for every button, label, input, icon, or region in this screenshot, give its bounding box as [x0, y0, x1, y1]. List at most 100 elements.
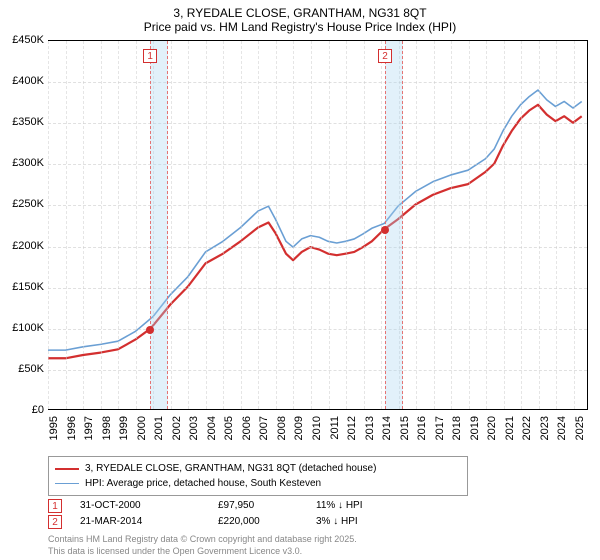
x-gridline	[556, 41, 557, 409]
y-tick-label: £400K	[12, 75, 44, 87]
sale-diff: 3% ↓ HPI	[316, 514, 436, 530]
legend-swatch	[55, 483, 79, 484]
footer-attribution: Contains HM Land Registry data © Crown c…	[48, 534, 357, 557]
x-tick-label: 2019	[469, 416, 481, 440]
sale-price: £97,950	[218, 498, 298, 514]
x-gridline	[346, 41, 347, 409]
y-gridline	[48, 82, 587, 83]
footer-line2: This data is licensed under the Open Gov…	[48, 546, 357, 558]
x-tick-label: 2007	[258, 416, 270, 440]
x-gridline	[48, 41, 49, 409]
y-tick-label: £0	[32, 404, 44, 416]
x-gridline	[118, 41, 119, 409]
sale-row-marker: 2	[48, 515, 62, 529]
y-tick-label: £250K	[12, 198, 44, 210]
sale-band	[150, 41, 168, 409]
y-gridline	[48, 123, 587, 124]
x-gridline	[364, 41, 365, 409]
x-gridline	[206, 41, 207, 409]
sale-band-marker: 2	[378, 49, 392, 63]
y-tick-label: £450K	[12, 34, 44, 46]
x-tick-label: 2008	[276, 416, 288, 440]
y-gridline	[48, 164, 587, 165]
y-tick-label: £300K	[12, 157, 44, 169]
legend: 3, RYEDALE CLOSE, GRANTHAM, NG31 8QT (de…	[48, 456, 468, 496]
x-tick-label: 2018	[451, 416, 463, 440]
x-tick-label: 2002	[171, 416, 183, 440]
x-gridline	[188, 41, 189, 409]
y-gridline	[48, 205, 587, 206]
x-gridline	[223, 41, 224, 409]
sales-table: 131-OCT-2000£97,95011% ↓ HPI221-MAR-2014…	[48, 498, 588, 530]
x-gridline	[574, 41, 575, 409]
x-gridline	[83, 41, 84, 409]
x-tick-label: 2024	[556, 416, 568, 440]
series-line-paid	[48, 105, 582, 359]
x-tick-label: 2014	[381, 416, 393, 440]
x-tick-label: 2021	[504, 416, 516, 440]
y-tick-label: £200K	[12, 240, 44, 252]
y-tick-label: £100K	[12, 322, 44, 334]
x-tick-label: 2011	[329, 416, 341, 440]
x-tick-label: 2005	[223, 416, 235, 440]
sale-row-marker: 1	[48, 499, 62, 513]
chart-container: 3, RYEDALE CLOSE, GRANTHAM, NG31 8QT Pri…	[0, 0, 600, 560]
x-gridline	[469, 41, 470, 409]
x-tick-label: 1999	[118, 416, 130, 440]
x-gridline	[136, 41, 137, 409]
y-tick-label: £350K	[12, 116, 44, 128]
x-tick-label: 1996	[66, 416, 78, 440]
chart-svg	[48, 41, 587, 409]
x-tick-label: 2003	[188, 416, 200, 440]
title-subtitle: Price paid vs. HM Land Registry's House …	[0, 20, 600, 34]
x-tick-label: 2006	[241, 416, 253, 440]
x-gridline	[311, 41, 312, 409]
x-gridline	[451, 41, 452, 409]
y-gridline	[48, 288, 587, 289]
x-axis: 1995199619971998199920002001200220032004…	[48, 412, 588, 452]
x-gridline	[434, 41, 435, 409]
x-tick-label: 2013	[364, 416, 376, 440]
series-line-hpi	[48, 90, 582, 350]
sale-point	[146, 326, 154, 334]
x-tick-label: 2017	[434, 416, 446, 440]
x-tick-label: 2004	[206, 416, 218, 440]
y-axis: £0£50K£100K£150K£200K£250K£300K£350K£400…	[0, 40, 48, 410]
x-gridline	[66, 41, 67, 409]
title-address: 3, RYEDALE CLOSE, GRANTHAM, NG31 8QT	[0, 6, 600, 20]
sale-point	[381, 226, 389, 234]
x-tick-label: 2023	[539, 416, 551, 440]
x-gridline	[258, 41, 259, 409]
x-gridline	[171, 41, 172, 409]
x-gridline	[539, 41, 540, 409]
x-gridline	[504, 41, 505, 409]
x-tick-label: 2015	[399, 416, 411, 440]
sale-row: 131-OCT-2000£97,95011% ↓ HPI	[48, 498, 588, 514]
x-gridline	[416, 41, 417, 409]
y-tick-label: £150K	[12, 281, 44, 293]
x-gridline	[101, 41, 102, 409]
x-tick-label: 2012	[346, 416, 358, 440]
legend-swatch	[55, 468, 79, 470]
y-gridline	[48, 247, 587, 248]
sale-band-marker: 1	[143, 49, 157, 63]
x-tick-label: 2010	[311, 416, 323, 440]
x-gridline	[329, 41, 330, 409]
x-gridline	[241, 41, 242, 409]
legend-row: 3, RYEDALE CLOSE, GRANTHAM, NG31 8QT (de…	[55, 461, 461, 476]
title-block: 3, RYEDALE CLOSE, GRANTHAM, NG31 8QT Pri…	[0, 0, 600, 38]
x-tick-label: 2016	[416, 416, 428, 440]
sale-price: £220,000	[218, 514, 298, 530]
x-tick-label: 2022	[521, 416, 533, 440]
chart-plot-area: 12	[48, 40, 588, 410]
x-tick-label: 2000	[136, 416, 148, 440]
y-gridline	[48, 329, 587, 330]
x-tick-label: 2001	[153, 416, 165, 440]
x-tick-label: 2020	[486, 416, 498, 440]
footer-line1: Contains HM Land Registry data © Crown c…	[48, 534, 357, 546]
sale-date: 31-OCT-2000	[80, 498, 200, 514]
sale-date: 21-MAR-2014	[80, 514, 200, 530]
x-tick-label: 2025	[574, 416, 586, 440]
x-gridline	[486, 41, 487, 409]
legend-label: 3, RYEDALE CLOSE, GRANTHAM, NG31 8QT (de…	[85, 461, 376, 476]
